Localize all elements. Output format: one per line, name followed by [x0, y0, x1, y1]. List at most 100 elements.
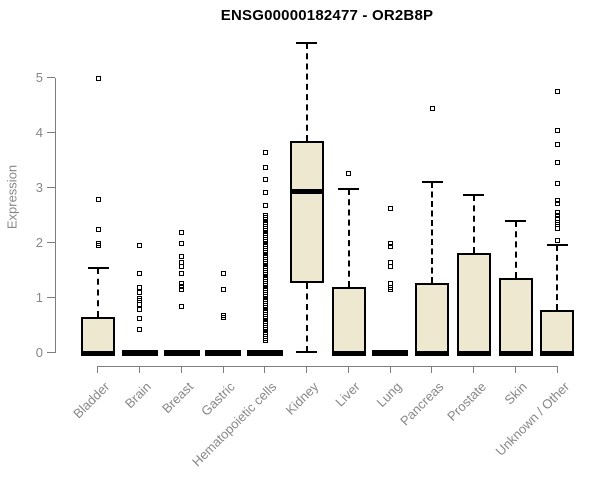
outlier-point — [220, 315, 226, 321]
x-tick — [222, 366, 224, 373]
outlier-point — [137, 270, 143, 276]
whisker-cap — [463, 194, 485, 197]
x-tick-label: Unknown / Other — [492, 379, 573, 459]
outlier-point — [262, 202, 268, 208]
outlier-point — [179, 240, 185, 246]
whisker-cap — [546, 243, 568, 246]
median-line — [81, 350, 115, 356]
median-line — [289, 189, 324, 195]
outlier-point — [387, 287, 393, 293]
y-tick — [47, 297, 55, 299]
x-tick — [139, 366, 141, 373]
outlier-point — [262, 190, 268, 196]
outlier-point — [554, 89, 560, 95]
outlier-point — [95, 243, 101, 249]
x-tick-label: Bladder — [70, 379, 113, 422]
outlier-point — [179, 263, 185, 269]
outlier-point — [179, 283, 185, 289]
whisker-cap — [296, 350, 318, 353]
outlier-point — [554, 237, 560, 243]
outlier-point — [220, 312, 226, 318]
box — [456, 252, 491, 353]
x-tick — [431, 366, 433, 373]
x-tick — [306, 366, 308, 373]
y-tick-label: 1 — [35, 290, 43, 305]
whisker — [305, 283, 308, 352]
whisker — [556, 244, 559, 311]
outlier-point — [137, 295, 143, 301]
outlier-point — [387, 244, 393, 250]
y-tick — [47, 132, 55, 134]
y-tick-label: 2 — [35, 235, 43, 250]
outlier-point — [220, 270, 226, 276]
outlier-point — [387, 206, 393, 212]
outlier-point — [220, 286, 226, 292]
outlier-point — [554, 225, 560, 231]
outlier-point — [95, 240, 101, 246]
outlier-point — [554, 128, 560, 134]
whisker — [305, 42, 308, 142]
box — [498, 278, 533, 353]
y-tick-label: 5 — [35, 70, 43, 85]
y-tick — [47, 352, 55, 354]
whisker — [431, 181, 434, 284]
x-tick-label: Brain — [122, 379, 155, 412]
x-tick-label: Liver — [332, 379, 364, 410]
outlier-point — [554, 141, 560, 147]
whisker-cap — [338, 188, 360, 191]
x-tick-label: Breast — [158, 379, 197, 417]
x-tick-label: Prostate — [443, 379, 489, 424]
outlier-point — [262, 338, 268, 344]
outlier-point — [554, 200, 560, 206]
median-line — [205, 350, 242, 356]
x-tick-label: Gastric — [198, 379, 238, 419]
outlier-point — [554, 180, 560, 186]
outlier-point — [95, 196, 101, 202]
y-tick-label: 3 — [35, 180, 43, 195]
x-tick — [389, 366, 391, 373]
outlier-point — [95, 75, 101, 81]
outlier-point — [262, 150, 268, 156]
x-tick — [514, 366, 516, 373]
whisker — [472, 195, 475, 253]
outlier-point — [137, 290, 143, 295]
y-tick — [47, 242, 55, 244]
whisker — [97, 267, 99, 318]
outlier-point — [179, 229, 185, 235]
outlier-point — [554, 159, 560, 165]
outlier-point — [554, 216, 560, 222]
outlier-point — [95, 227, 101, 233]
median-line — [331, 350, 366, 356]
box — [540, 310, 575, 353]
outlier-point — [262, 164, 268, 170]
whisker — [514, 221, 517, 279]
x-tick-label: Kidney — [282, 379, 322, 418]
outlier-point — [137, 316, 143, 322]
x-tick — [556, 366, 558, 373]
median-line — [415, 350, 450, 356]
y-axis-line — [55, 78, 56, 353]
outlier-point — [554, 219, 560, 225]
whisker — [347, 189, 350, 287]
x-tick — [264, 366, 266, 373]
whisker-cap — [421, 180, 443, 183]
x-tick-label: Pancreas — [397, 379, 447, 429]
outlier-point — [554, 213, 560, 218]
outlier-point — [554, 197, 560, 203]
box — [415, 283, 450, 353]
median-line — [247, 350, 284, 356]
outlier-point — [179, 254, 185, 260]
outlier-point — [137, 306, 143, 312]
chart-title: ENSG00000182477 - OR2B8P — [220, 7, 434, 24]
box — [331, 287, 366, 353]
outlier-point — [262, 176, 268, 182]
outlier-point — [429, 105, 435, 111]
outlier-point — [137, 243, 143, 249]
x-tick-label: Skin — [501, 379, 531, 408]
y-tick-label: 0 — [35, 345, 43, 360]
whisker-cap — [87, 266, 109, 269]
x-tick — [180, 366, 182, 373]
outlier-point — [346, 170, 352, 176]
